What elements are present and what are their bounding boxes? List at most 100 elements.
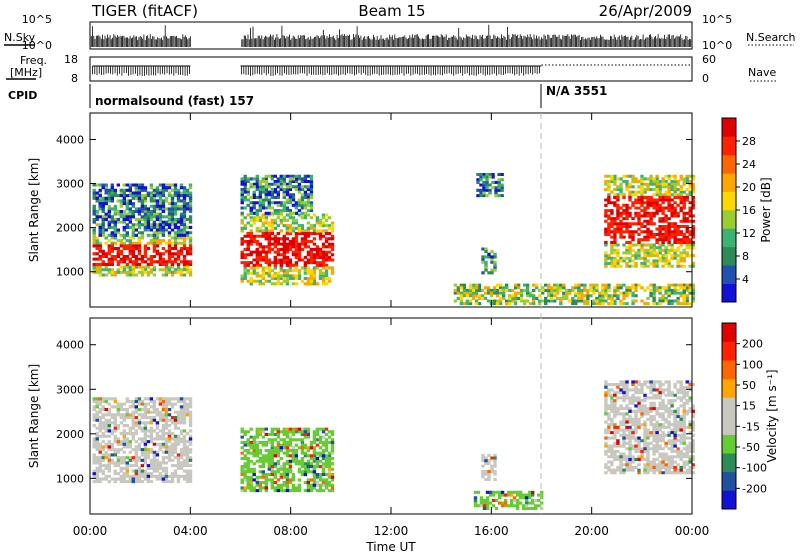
heatmap-cells-f-region-scatter-06-10 <box>240 232 335 267</box>
heatmap-cells-patch-15-30-16-00 <box>487 252 494 259</box>
colorbar-tick-label: -100 <box>742 462 767 475</box>
freq-label-1: Freq. <box>20 54 47 67</box>
heatmap-cells-f-region-scatter-06-10 <box>240 213 335 286</box>
colorbar-tick-label: 16 <box>742 204 756 217</box>
heatmap-cells-upper-scatter-00-04 <box>92 183 193 237</box>
heatmap-cells-flow-06-10 <box>243 427 332 490</box>
colorbar-swatch <box>722 397 736 417</box>
power-cells <box>92 173 695 306</box>
figure-title: TIGER (fitACF) <box>91 2 198 20</box>
ytick-label: 3000 <box>56 178 84 191</box>
time-axis: 00:00 04:00 08:00 12:00 16:00 20:00 00:00 <box>73 113 709 538</box>
heatmap-cells-flow-06-10 <box>240 427 335 490</box>
colorbar-swatch <box>722 341 736 361</box>
colorbar-swatch <box>722 283 736 303</box>
heatmap-cells-upper-scatter-00-04 <box>95 183 193 237</box>
colorbar-tick-label: 28 <box>742 135 756 148</box>
heatmap-cells-near-range-flow <box>473 490 493 510</box>
freq-tick-top: 18 <box>64 53 78 66</box>
velocity-yticks: 1000 2000 3000 4000 <box>56 339 692 485</box>
colorbar-swatch <box>722 434 736 454</box>
colorbar-swatch <box>722 191 736 211</box>
power-yticks: 1000 2000 3000 4000 <box>56 133 692 279</box>
colorbar-tick-label: 24 <box>742 158 756 171</box>
xtick-label: 16:00 <box>474 524 509 538</box>
cpid-panel: CPID normalsound (fast) 157 N/A 3551 <box>8 84 607 108</box>
colorbar-tick-label: -15 <box>742 420 760 433</box>
heatmap-cells-f-region-scatter-00-04 <box>95 236 193 277</box>
ytick-label: 3000 <box>56 383 84 396</box>
nave-tick-bottom: 0 <box>702 72 709 85</box>
heatmap-cells-upper-scatter-06-09 <box>246 174 314 215</box>
colorbar-swatch <box>722 246 736 266</box>
colorbar-tick-label: -50 <box>742 441 760 454</box>
power-panel: 1000 2000 3000 4000 Slant Range [km] 28 24 20… <box>27 112 773 308</box>
heatmap-cells-ground-scatter-00-04 <box>101 397 193 478</box>
colorbar-swatch <box>722 453 736 473</box>
xtick-label: 08:00 <box>273 524 308 538</box>
colorbar-swatch <box>722 360 736 380</box>
heatmap-cells-f-region-scatter-00-04 <box>92 236 193 277</box>
heatmap-cells-near-range-flow <box>479 498 544 510</box>
heatmap-cells-patch-15-30-16-00 <box>484 252 497 267</box>
velocity-colorbar-label: Velocity [m s⁻¹] <box>765 369 779 462</box>
ytick-label: 2000 <box>56 428 84 441</box>
colorbar-swatch <box>722 118 736 137</box>
cpid-mode-2: N/A 3551 <box>546 84 607 98</box>
heatmap-cells-patch-16-00 <box>493 456 497 460</box>
heatmap-cells-f-region-scatter-20-24 <box>604 174 695 268</box>
colorbar-swatch <box>722 154 736 174</box>
colorbar-swatch <box>722 323 736 342</box>
heatmap-cells-patch-16-00 <box>490 456 494 460</box>
ytick-label: 1000 <box>56 266 84 279</box>
freq-tick-bottom: 8 <box>71 72 78 85</box>
heatmap-cells-patch-16-00 <box>484 459 488 463</box>
colorbar-swatch <box>722 173 736 192</box>
velocity-colorbar: 200 100 50 15 -15 -50 -100 -200 <box>721 322 767 510</box>
nsearch-label: N.Search <box>746 31 796 44</box>
heatmap-cells-near-range-flow <box>473 490 544 510</box>
heatmap-cells-near-range-scatter <box>459 283 692 306</box>
xlabel: Time UT <box>365 540 416 554</box>
cpid-mode-1: normalsound (fast) 157 <box>95 94 254 108</box>
cpid-label: CPID <box>8 89 37 102</box>
nsearch-tick-bottom: 10^0 <box>702 39 732 52</box>
ytick-label: 1000 <box>56 472 84 485</box>
colorbar-swatch <box>722 210 736 229</box>
colorbar-tick-label: 20 <box>742 181 756 194</box>
power-colorbar-label: Power [dB] <box>759 177 773 242</box>
nsky-label: N.Sky <box>4 31 36 44</box>
heatmap-cells-f-region-scatter-06-10 <box>249 213 335 286</box>
ytick-label: 2000 <box>56 222 84 235</box>
colorbar-swatch <box>722 136 736 156</box>
heatmap-cells-ground-scatter-20-24 <box>604 380 695 475</box>
colorbar-swatch <box>722 265 736 284</box>
ytick-label: 4000 <box>56 133 84 146</box>
colorbar-swatch <box>722 378 736 398</box>
heatmap-cells-patch-15-30-16-30 <box>476 173 504 198</box>
colorbar-swatch <box>722 471 736 491</box>
ytick-label: 4000 <box>56 339 84 352</box>
heatmap-cells-ground-scatter-20-24 <box>604 396 692 472</box>
nsky-panel: 10^5 10^0 N.Sky 10^5 10^0 N.Search <box>4 13 796 52</box>
power-ylabel: Slant Range [km] <box>27 158 41 262</box>
heatmap-cells-near-range-flow <box>482 493 508 508</box>
date-label: 26/Apr/2009 <box>599 2 692 20</box>
colorbar-tick-label: 50 <box>742 379 756 392</box>
velocity-ylabel: Slant Range [km] <box>27 364 41 468</box>
heatmap-cells-patch-15-30-16-30 <box>479 173 504 198</box>
colorbar-tick-label: -200 <box>742 482 767 495</box>
heatmap-cells-ground-scatter-00-04 <box>92 397 187 462</box>
heatmap-cells-near-range-flow <box>509 493 514 497</box>
nsky-tick-top: 10^5 <box>22 13 52 26</box>
colorbar-tick-label: 8 <box>742 250 749 263</box>
xtick-label: 00:00 <box>73 524 108 538</box>
heatmap-cells-patch-16-00 <box>481 453 497 481</box>
heatmap-cells-patch-15-30-16-30 <box>476 173 504 198</box>
heatmap-cells-patch-15-30-16-30 <box>476 173 504 198</box>
beam-label: Beam 15 <box>358 2 425 20</box>
xtick-label: 04:00 <box>173 524 208 538</box>
velocity-cells <box>92 380 695 510</box>
freq-trace <box>92 64 692 76</box>
